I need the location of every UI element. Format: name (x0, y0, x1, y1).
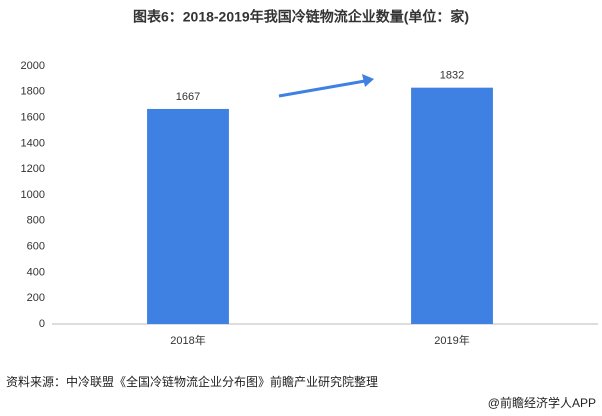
y-tick-label: 800 (27, 215, 45, 227)
y-tick-label: 1400 (21, 137, 45, 149)
y-tick-label: 0 (39, 318, 45, 330)
y-tick-label: 600 (27, 241, 45, 253)
y-tick-label: 200 (27, 292, 45, 304)
bar (411, 87, 493, 324)
source-note: 资料来源：中冷联盟《全国冷链物流企业分布图》前瞻产业研究院整理 (6, 374, 378, 389)
chart-title: 图表6：2018-2019年我国冷链物流企业数量(单位：家) (133, 9, 469, 25)
x-tick-label: 2019年 (434, 333, 469, 347)
y-tick-label: 400 (27, 266, 45, 278)
trend-arrow (278, 79, 366, 98)
footer: @前瞻经济学人APP (488, 395, 596, 410)
value-label: 1832 (440, 70, 464, 82)
bar (147, 108, 229, 324)
y-tick-label: 1800 (21, 86, 45, 98)
y-tick-label: 2000 (21, 60, 45, 72)
y-tick-label: 1200 (21, 163, 45, 175)
y-tick-label: 1000 (21, 189, 45, 201)
y-tick-label: 1600 (21, 112, 45, 124)
value-label: 1667 (176, 91, 200, 103)
x-tick-label: 2018年 (170, 333, 205, 347)
trend-arrow-head (362, 74, 374, 87)
